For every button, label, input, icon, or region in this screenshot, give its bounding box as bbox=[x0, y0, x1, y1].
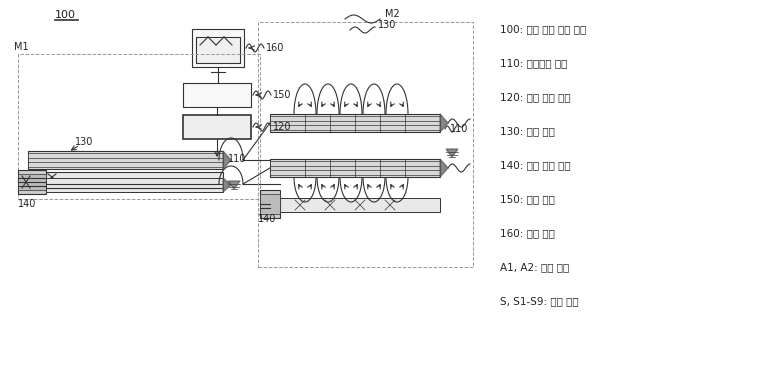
Bar bbox=[270, 116, 440, 130]
Text: 140: 140 bbox=[258, 214, 276, 224]
Bar bbox=[260, 190, 280, 218]
Bar bbox=[183, 115, 251, 139]
Polygon shape bbox=[446, 149, 458, 157]
Bar bbox=[258, 22, 473, 267]
Text: 110: 110 bbox=[228, 154, 246, 164]
Polygon shape bbox=[223, 151, 231, 169]
Text: A1, A2: 압축 공기: A1, A2: 압축 공기 bbox=[500, 262, 569, 272]
Text: M2: M2 bbox=[385, 9, 400, 19]
Polygon shape bbox=[440, 159, 448, 177]
Polygon shape bbox=[228, 181, 240, 189]
Bar bbox=[270, 198, 440, 212]
Text: S, S1-S9: 공기 시료: S, S1-S9: 공기 시료 bbox=[500, 296, 578, 306]
Bar bbox=[270, 114, 440, 132]
Bar bbox=[270, 161, 440, 175]
Bar bbox=[46, 178, 223, 192]
Bar bbox=[183, 83, 251, 107]
Text: 120: 120 bbox=[273, 122, 291, 132]
Polygon shape bbox=[223, 178, 231, 192]
Text: 130: 이송 유닛: 130: 이송 유닛 bbox=[500, 126, 555, 136]
Text: M1: M1 bbox=[14, 42, 29, 52]
Bar bbox=[18, 174, 46, 190]
Bar bbox=[28, 151, 223, 169]
Bar bbox=[18, 54, 260, 199]
Text: 150: 150 bbox=[273, 90, 291, 100]
Text: 110: 벤추리관 유닛: 110: 벤추리관 유닛 bbox=[500, 58, 568, 68]
Bar bbox=[196, 37, 240, 63]
Text: 150: 제어 유닛: 150: 제어 유닛 bbox=[500, 194, 555, 204]
Text: 160: 출력 유닛: 160: 출력 유닛 bbox=[500, 228, 555, 238]
Bar bbox=[28, 172, 223, 182]
Text: 100: 100 bbox=[55, 10, 76, 20]
Text: 160: 160 bbox=[266, 43, 285, 53]
Text: 130: 130 bbox=[378, 20, 397, 30]
Text: 100: 누설 위치 감지 장치: 100: 누설 위치 감지 장치 bbox=[500, 24, 586, 34]
Bar bbox=[260, 194, 280, 214]
Bar bbox=[270, 159, 440, 177]
Text: 110: 110 bbox=[450, 124, 469, 134]
Bar bbox=[192, 29, 244, 67]
Text: 140: 140 bbox=[18, 199, 36, 209]
Text: 130: 130 bbox=[75, 137, 93, 147]
Text: 120: 누설 감지 유닛: 120: 누설 감지 유닛 bbox=[500, 92, 571, 102]
Bar bbox=[18, 170, 46, 194]
Bar bbox=[28, 153, 223, 167]
Text: 140: 공기 공급 유닛: 140: 공기 공급 유닛 bbox=[500, 160, 571, 170]
Polygon shape bbox=[440, 114, 448, 132]
